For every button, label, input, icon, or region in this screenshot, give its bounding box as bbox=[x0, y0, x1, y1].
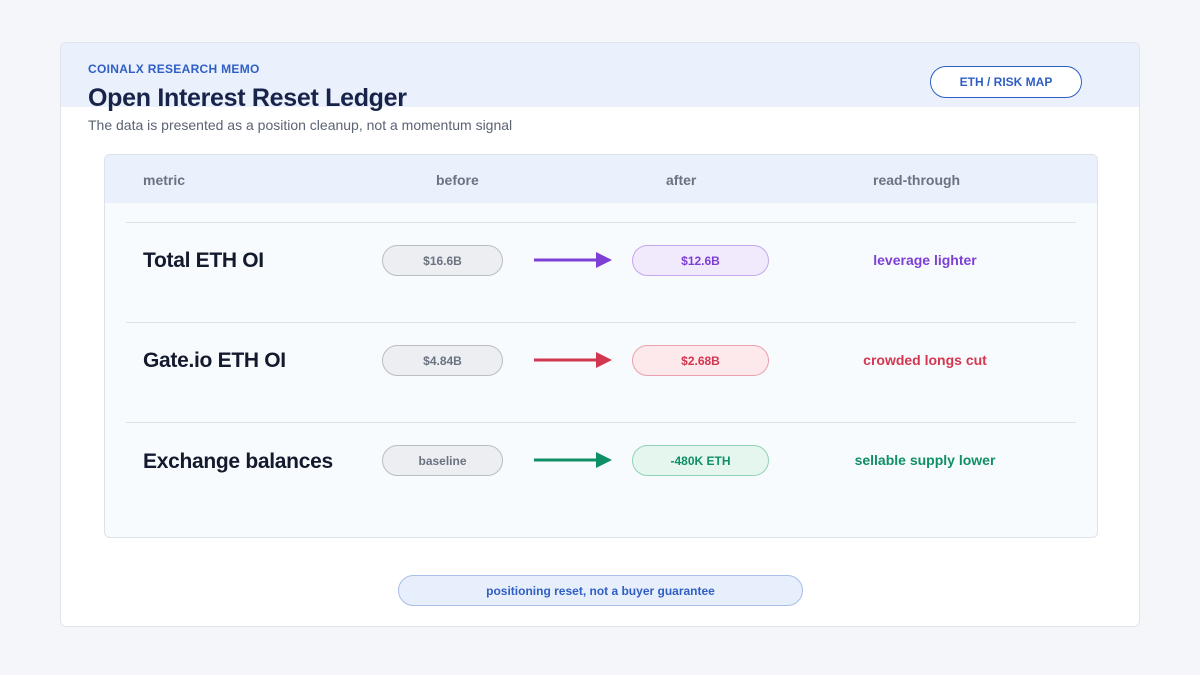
footer-note: positioning reset, not a buyer guarantee bbox=[398, 575, 803, 606]
row-metric: Total ETH OI bbox=[143, 249, 264, 272]
read-through-text: leverage lighter bbox=[873, 252, 977, 268]
arrow-right-icon bbox=[534, 252, 612, 268]
read-through-text: crowded longs cut bbox=[863, 352, 987, 368]
row-divider bbox=[126, 422, 1076, 423]
ledger-table: metric before after read-through Total E… bbox=[104, 154, 1098, 538]
after-value-pill: $12.6B bbox=[632, 245, 769, 276]
arrow-right-icon bbox=[534, 352, 612, 368]
memo-eyebrow: COINALX RESEARCH MEMO bbox=[88, 62, 260, 76]
after-value-pill: -480K ETH bbox=[632, 445, 769, 476]
memo-card: COINALX RESEARCH MEMO Open Interest Rese… bbox=[60, 42, 1140, 627]
before-value-pill: baseline bbox=[382, 445, 503, 476]
topic-tag[interactable]: ETH / RISK MAP bbox=[930, 66, 1082, 98]
read-through-text: sellable supply lower bbox=[854, 452, 996, 468]
before-value-pill: $16.6B bbox=[382, 245, 503, 276]
header-after: after bbox=[666, 172, 697, 188]
after-value-pill: $2.68B bbox=[632, 345, 769, 376]
header-metric: metric bbox=[143, 172, 186, 188]
row-metric: Gate.io ETH OI bbox=[143, 349, 286, 372]
page-subtitle: The data is presented as a position clea… bbox=[88, 117, 513, 133]
page-title: Open Interest Reset Ledger bbox=[88, 84, 407, 112]
header-read-through: read-through bbox=[873, 172, 961, 188]
row-divider bbox=[126, 222, 1076, 223]
before-value-pill: $4.84B bbox=[382, 345, 503, 376]
header-before: before bbox=[436, 172, 479, 188]
arrow-right-icon bbox=[534, 452, 612, 468]
table-header: metric before after read-through bbox=[105, 155, 1097, 203]
row-divider bbox=[126, 322, 1076, 323]
row-metric: Exchange balances bbox=[143, 450, 333, 473]
